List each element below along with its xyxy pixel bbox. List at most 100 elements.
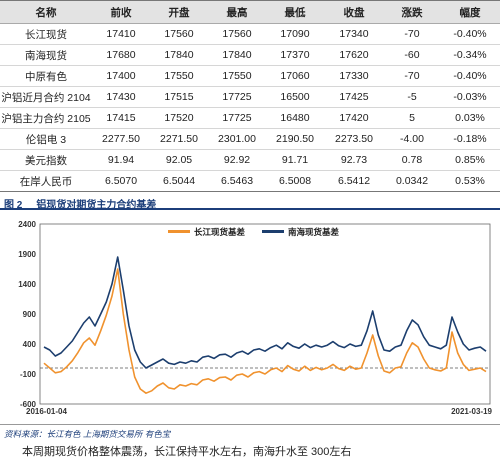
legend-label: 长江现货基差 xyxy=(194,227,246,237)
table-row: 在岸人民币 6.5070 6.5044 6.5463 6.5008 6.5412 0.034… xyxy=(0,170,500,192)
value-cell: 17370 xyxy=(266,44,324,66)
legend-swatch xyxy=(168,230,190,233)
plot-frame xyxy=(39,223,491,405)
value-cell: 17400 xyxy=(92,65,150,87)
row-name-cell: 中原有色 xyxy=(0,65,92,87)
figure-title: 图 2 铝现货对期货主力合约基差 xyxy=(4,196,156,211)
value-cell: 2273.50 xyxy=(324,128,384,150)
table-row: 长江现货 17410 17560 17560 17090 17340 -70 -0.40% xyxy=(0,23,500,45)
value-cell: 17430 xyxy=(92,86,150,108)
value-cell: 17725 xyxy=(208,107,266,129)
value-cell: 2190.50 xyxy=(266,128,324,150)
value-cell: 92.73 xyxy=(324,149,384,171)
row-name-cell: 美元指数 xyxy=(0,149,92,171)
y-tick-label: -600 xyxy=(20,400,37,409)
value-cell: 2271.50 xyxy=(150,128,208,150)
value-cell: 6.5044 xyxy=(150,170,208,192)
value-cell: 16500 xyxy=(266,86,324,108)
value-cell: -5 xyxy=(384,86,440,108)
value-cell: 5 xyxy=(384,107,440,129)
value-cell: -0.40% xyxy=(440,23,500,45)
value-cell: 92.92 xyxy=(208,149,266,171)
caption-text: 本周期现货价格整体震荡，长江保持平水左右，南海升水至 300左右 xyxy=(22,446,352,458)
value-cell: 17725 xyxy=(208,86,266,108)
table-row: 沪铝主力合约 2105 17415 17520 17725 16480 17420 5 0.0… xyxy=(0,107,500,129)
value-cell: -0.18% xyxy=(440,128,500,150)
column-header: 涨跌 xyxy=(384,0,440,24)
value-cell: 17560 xyxy=(150,23,208,45)
column-header: 最高 xyxy=(208,0,266,24)
value-cell: 17560 xyxy=(208,23,266,45)
value-cell: 0.78 xyxy=(384,149,440,171)
value-cell: 17520 xyxy=(150,107,208,129)
value-cell: 91.71 xyxy=(266,149,324,171)
row-name-cell: 在岸人民币 xyxy=(0,170,92,192)
value-cell: 91.94 xyxy=(92,149,150,171)
value-cell: 17060 xyxy=(266,65,324,87)
value-cell: 2277.50 xyxy=(92,128,150,150)
x-start-label: 2016-01-04 xyxy=(26,407,67,416)
column-header: 名称 xyxy=(0,0,92,24)
source-divider xyxy=(0,424,500,425)
row-name-cell: 沪铝近月合约 2104 xyxy=(0,86,92,108)
value-cell: 6.5070 xyxy=(92,170,150,192)
value-cell: 17840 xyxy=(208,44,266,66)
value-cell: 17410 xyxy=(92,23,150,45)
y-tick-label: 900 xyxy=(23,310,37,319)
value-cell: 6.5412 xyxy=(324,170,384,192)
value-cell: 17550 xyxy=(150,65,208,87)
value-cell: 17415 xyxy=(92,107,150,129)
legend-label: 南海现货基差 xyxy=(288,227,340,237)
table-row: 南海现货 17680 17840 17840 17370 17620 -60 -0.34% xyxy=(0,44,500,66)
table-row: 美元指数 91.94 92.05 92.92 91.71 92.73 0.78 0.85% xyxy=(0,149,500,171)
table-header-row: 名称 前收 开盘 最高 最低 收盘 涨跌 幅度 xyxy=(0,0,500,24)
y-tick-label: 1400 xyxy=(18,280,36,289)
column-header: 幅度 xyxy=(440,0,500,24)
y-tick-label: 2400 xyxy=(18,220,36,229)
value-cell: 17515 xyxy=(150,86,208,108)
x-end-label: 2021-03-19 xyxy=(451,407,492,416)
column-header: 开盘 xyxy=(150,0,208,24)
y-tick-label: -100 xyxy=(20,370,37,379)
series-line-changjiang xyxy=(43,268,487,394)
row-name-cell: 沪铝主力合约 2105 xyxy=(0,107,92,129)
value-cell: -0.40% xyxy=(440,65,500,87)
row-name-cell: 南海现货 xyxy=(0,44,92,66)
column-header: 最低 xyxy=(266,0,324,24)
value-cell: 17550 xyxy=(208,65,266,87)
figure-title-text: 铝现货对期货主力合约基差 xyxy=(36,200,157,211)
value-cell: 17620 xyxy=(324,44,384,66)
table-row: 沪铝近月合约 2104 17430 17515 17725 16500 17425 -5 -0… xyxy=(0,86,500,108)
y-tick-label: 1900 xyxy=(18,250,36,259)
figure-label: 图 2 xyxy=(4,200,23,211)
value-cell: 2301.00 xyxy=(208,128,266,150)
value-cell: 17680 xyxy=(92,44,150,66)
value-cell: -0.34% xyxy=(440,44,500,66)
value-cell: 0.03% xyxy=(440,107,500,129)
y-tick-label: 400 xyxy=(23,340,37,349)
table-row: 伦铝电 3 2277.50 2271.50 2301.00 2190.50 2273.50… xyxy=(0,128,500,150)
value-cell: 17425 xyxy=(324,86,384,108)
figure-divider xyxy=(0,208,500,210)
source-note: 资料来源：长江有色 上海期货交易所 有色宝 xyxy=(4,429,171,439)
value-cell: -60 xyxy=(384,44,440,66)
value-cell: 6.5008 xyxy=(266,170,324,192)
value-cell: 17340 xyxy=(324,23,384,45)
table-body: 长江现货 17410 17560 17560 17090 17340 -70 -0.40% 南海… xyxy=(0,23,500,192)
value-cell: -70 xyxy=(384,23,440,45)
value-cell: 0.53% xyxy=(440,170,500,192)
column-header: 前收 xyxy=(92,0,150,24)
series-line-nanhai xyxy=(43,256,487,369)
value-cell: -0.03% xyxy=(440,86,500,108)
basis-line-chart: 2400 1900 1400 900 400 -100 -600 长江现货基差 南海现货基差 20… xyxy=(18,220,492,416)
value-cell: 92.05 xyxy=(150,149,208,171)
value-cell: 0.0342 xyxy=(384,170,440,192)
value-cell: -4.00 xyxy=(384,128,440,150)
value-cell: 0.85% xyxy=(440,149,500,171)
value-cell: -70 xyxy=(384,65,440,87)
value-cell: 17330 xyxy=(324,65,384,87)
value-cell: 17090 xyxy=(266,23,324,45)
row-name-cell: 伦铝电 3 xyxy=(0,128,92,150)
table-row: 中原有色 17400 17550 17550 17060 17330 -70 -0.40% xyxy=(0,65,500,87)
value-cell: 6.5463 xyxy=(208,170,266,192)
